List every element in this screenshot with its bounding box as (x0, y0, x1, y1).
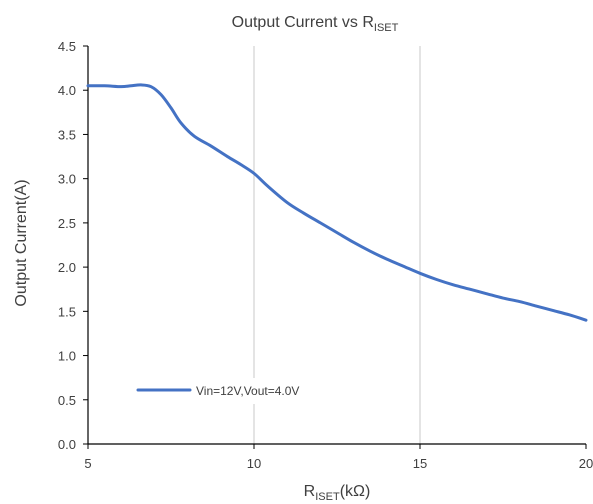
y-axis-title: Output Current(A) (13, 179, 30, 306)
x-axis-title-unit: (kΩ) (340, 483, 371, 500)
y-tick-label: 0.0 (58, 437, 76, 452)
legend: Vin=12V,Vout=4.0V (113, 378, 353, 404)
y-tick-label: 4.0 (58, 83, 76, 98)
series-layer (86, 83, 588, 322)
y-tick-label: 1.0 (58, 349, 76, 364)
x-axis-title: RISET(kΩ) (304, 483, 371, 503)
series-line (86, 83, 588, 322)
y-tick-label: 3.5 (58, 127, 76, 142)
chart-title-subscript: ISET (374, 22, 399, 34)
grid-layer (253, 46, 421, 444)
tick-label-layer: 0.0 0.5 1.0 1.5 2.0 2.5 3.0 3.5 4.0 4.5 5 10 15 20 (58, 39, 593, 471)
legend-label: Vin=12V,Vout=4.0V (196, 384, 299, 398)
y-tick-label: 0.5 (58, 393, 76, 408)
chart-title-main: Output Current vs R (232, 14, 374, 31)
x-tick-label: 15 (413, 456, 427, 471)
x-tick-label: 10 (247, 456, 261, 471)
y-tick-label: 2.5 (58, 216, 76, 231)
chart-title: Output Current vs RISET (232, 14, 399, 34)
y-tick-label: 4.5 (58, 39, 76, 54)
axis-layer (83, 45, 587, 449)
x-tick-label: 5 (84, 456, 91, 471)
x-tick-label: 20 (579, 456, 593, 471)
y-tick-label: 2.0 (58, 260, 76, 275)
y-tick-label: 1.5 (58, 304, 76, 319)
x-axis-title-subscript: ISET (315, 491, 340, 503)
x-axis-title-main: R (304, 483, 316, 500)
y-tick-label: 3.0 (58, 172, 76, 187)
